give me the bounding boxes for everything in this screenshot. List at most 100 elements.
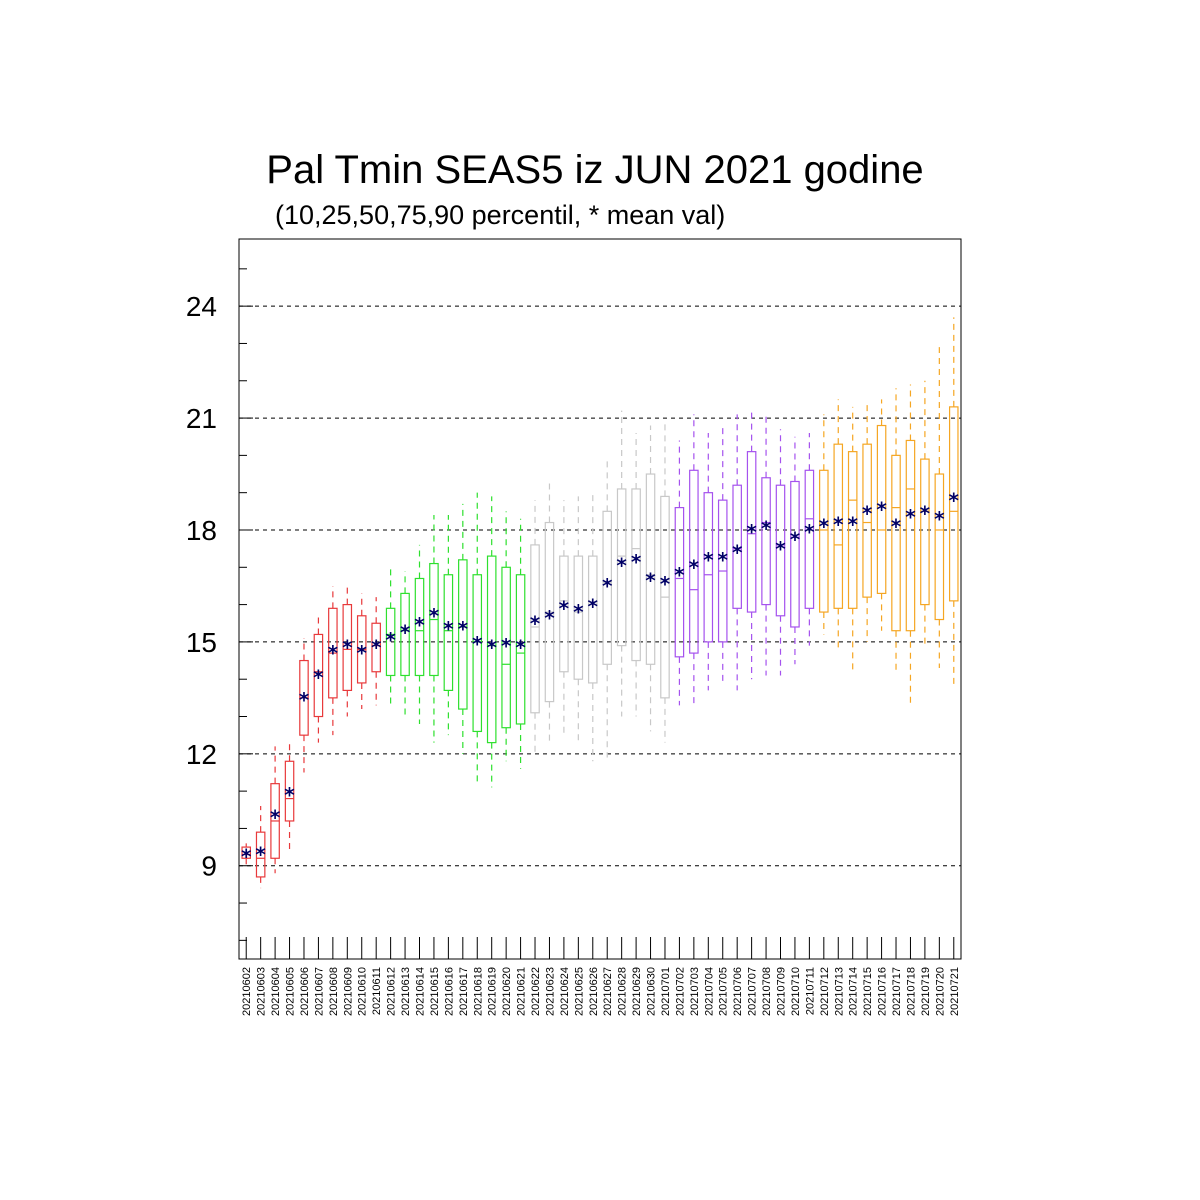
mean-marker: * — [400, 621, 411, 645]
mean-marker: * — [486, 636, 497, 660]
x-tick-label: 20210617 — [458, 967, 470, 1016]
x-tick-label: 20210706 — [732, 967, 744, 1016]
x-tick-label: 20210618 — [472, 967, 484, 1016]
mean-marker: * — [703, 548, 714, 572]
mean-marker: * — [645, 568, 656, 592]
x-tick-label: 20210708 — [761, 967, 773, 1016]
x-tick-label: 20210714 — [848, 967, 860, 1016]
x-tick-label: 20210720 — [934, 967, 946, 1016]
mean-marker: * — [732, 541, 743, 565]
grid-lines — [239, 305, 961, 867]
mean-marker: * — [342, 636, 353, 660]
mean-marker: * — [501, 634, 512, 658]
box-iqr — [284, 760, 295, 822]
box-iqr — [472, 574, 483, 733]
x-tick-label: 20210605 — [285, 967, 297, 1016]
mean-marker: * — [949, 488, 960, 512]
y-tick-label: 15 — [186, 627, 217, 658]
x-tick-label: 20210713 — [833, 967, 845, 1016]
x-tick-label: 20210709 — [776, 967, 788, 1016]
mean-marker: * — [241, 845, 252, 869]
box-iqr — [587, 555, 598, 684]
box-series — [241, 317, 959, 889]
box-iqr — [790, 480, 800, 628]
box-iqr — [761, 477, 771, 606]
box-iqr — [241, 846, 252, 859]
plot-frame — [238, 238, 962, 960]
x-tick-label: 20210619 — [487, 967, 499, 1016]
box-iqr — [732, 484, 742, 609]
box-iqr — [862, 443, 872, 598]
box-iqr — [920, 458, 930, 606]
box-iqr — [775, 484, 786, 617]
x-tick-label: 20210602 — [241, 967, 253, 1016]
chart-subtitle: (10,25,50,75,90 percentil, * mean val) — [275, 200, 726, 230]
mean-marker: * — [761, 516, 772, 540]
box-iqr — [616, 488, 627, 647]
mean-marker: * — [847, 513, 858, 537]
mean-marker: * — [284, 783, 295, 807]
mean-marker: * — [544, 606, 555, 630]
x-tick-labels: 20210602 20210603 20210604 20210605 20210606… — [241, 967, 961, 1016]
box-iqr — [847, 451, 858, 609]
mean-markers: * ****** * * * * * * ** ** * * ** * * * *** ** * * * * * ** ** * *… — [241, 488, 960, 868]
x-tick-label: 20210629 — [631, 967, 643, 1016]
box-iqr — [905, 439, 916, 632]
box-iqr — [313, 633, 324, 718]
x-tick-label: 20210625 — [573, 967, 585, 1016]
x-tick-label: 20210630 — [646, 967, 658, 1016]
box-iqr — [804, 469, 815, 609]
mean-marker: * — [458, 617, 469, 641]
box-iqr — [819, 469, 829, 613]
box-iqr — [458, 559, 468, 710]
x-tick-label: 20210610 — [357, 967, 369, 1016]
mean-marker: * — [804, 520, 815, 544]
x-tick-label: 20210624 — [559, 967, 571, 1016]
box-iqr — [631, 488, 641, 662]
mean-marker: * — [833, 513, 844, 537]
mean-marker: * — [905, 505, 916, 529]
x-tick-label: 20210703 — [689, 967, 701, 1016]
x-tick-label: 20210715 — [862, 967, 874, 1016]
mean-marker: * — [328, 641, 339, 665]
mean-marker: * — [357, 641, 368, 665]
mean-marker: * — [530, 611, 541, 635]
y-tick-label: 24 — [186, 291, 217, 322]
x-tick-label: 20210621 — [516, 967, 528, 1016]
mean-marker: * — [660, 572, 671, 596]
x-tick-label: 20210627 — [602, 967, 614, 1016]
mean-marker: * — [414, 613, 425, 637]
minor-ticks — [239, 268, 955, 959]
x-tick-label: 20210611 — [371, 967, 383, 1015]
mean-marker: * — [270, 805, 281, 829]
box-iqr — [559, 555, 569, 673]
x-tick-label: 20210615 — [429, 967, 441, 1016]
x-tick-label: 20210701 — [660, 967, 672, 1016]
x-tick-label: 20210604 — [270, 967, 282, 1016]
mean-marker: * — [429, 604, 440, 628]
box-iqr — [501, 566, 511, 729]
mean-marker: * — [689, 555, 700, 579]
box-iqr — [515, 574, 526, 725]
box-iqr — [833, 443, 844, 609]
box-iqr — [573, 555, 584, 680]
y-tick-labels: 9 12 15 18 21 24 — [186, 291, 217, 882]
mean-marker: * — [573, 600, 584, 624]
box-iqr — [385, 607, 396, 677]
chart-title: Pal Tmin SEAS5 iz JUN 2021 godine — [266, 148, 924, 192]
x-tick-label: 20210620 — [501, 967, 513, 1016]
y-tick-label: 21 — [186, 403, 217, 434]
mean-marker: * — [746, 520, 757, 544]
box-iqr — [255, 831, 266, 878]
mean-marker: * — [790, 527, 801, 551]
box-iqr — [746, 451, 757, 613]
x-tick-label: 20210721 — [949, 967, 961, 1016]
mean-marker: * — [876, 498, 887, 522]
mean-marker: * — [313, 665, 324, 689]
box-iqr — [674, 507, 685, 658]
mean-marker: * — [602, 574, 613, 598]
box-iqr — [371, 622, 381, 673]
mean-marker: * — [472, 632, 483, 656]
box-iqr — [414, 577, 425, 677]
